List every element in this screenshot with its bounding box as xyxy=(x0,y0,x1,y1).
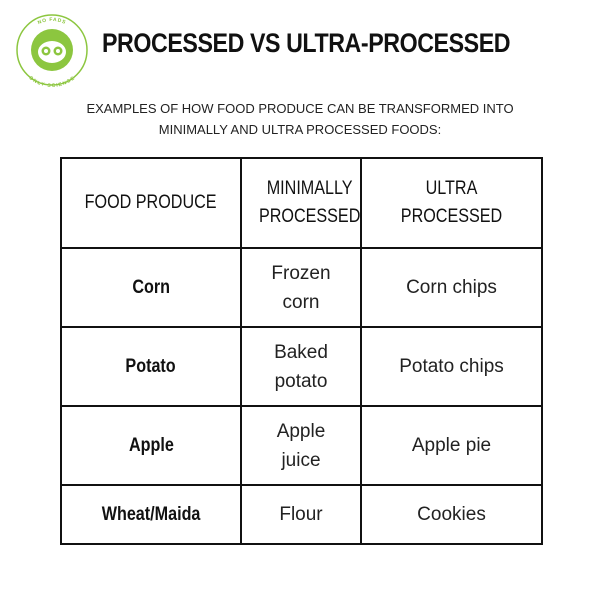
cell-text: Apple xyxy=(128,435,174,456)
example-cell: Cookies xyxy=(360,484,543,545)
logo: NO FADS ONLY SCIENCE xyxy=(16,14,88,88)
cell-text: Cookies xyxy=(417,504,486,525)
subtitle-line: EXAMPLES OF HOW FOOD PRODUCE CAN BE TRAN… xyxy=(86,101,514,116)
example-cell: Baked potato xyxy=(240,326,362,407)
column-header-text: FOOD PRODUCE xyxy=(85,192,217,213)
food-cell: Apple xyxy=(60,405,242,486)
logo-text: NO FADS xyxy=(37,17,67,26)
logo-face xyxy=(38,41,66,63)
title: PROCESSED VS ULTRA-PROCESSED xyxy=(102,28,511,58)
example-cell: Flour xyxy=(240,484,362,545)
comparison-table: FOOD PRODUCE MINIMALLY PROCESSED ULTRA P… xyxy=(60,157,543,545)
logo-text: ONLY SCIENCE xyxy=(27,75,76,88)
example-cell: Corn chips xyxy=(360,247,543,328)
example-cell: Apple pie xyxy=(360,405,543,486)
food-cell: Wheat/Maida xyxy=(60,484,242,545)
cell-text: Potato chips xyxy=(399,356,504,377)
subtitle-line: MINIMALLY AND ULTRA PROCESSED FOODS: xyxy=(158,122,442,137)
column-header: MINIMALLY PROCESSED xyxy=(240,157,362,249)
column-header-text: MINIMALLY PROCESSED xyxy=(258,178,361,227)
cell-text: Apple pie xyxy=(411,435,492,456)
column-header: FOOD PRODUCE xyxy=(60,157,242,249)
logo-pupil xyxy=(44,49,48,53)
cell-text: Baked potato xyxy=(274,341,328,392)
table-row: Corn Frozen corn Corn chips xyxy=(60,247,543,328)
cell-text: Flour xyxy=(279,504,323,525)
logo-pupil xyxy=(56,49,60,53)
cell-text: Frozen corn xyxy=(271,262,331,313)
food-cell: Corn xyxy=(60,247,242,328)
column-header-text: ULTRA PROCESSED xyxy=(400,178,503,227)
cell-text: Potato xyxy=(125,356,177,377)
logo-ring xyxy=(16,14,88,86)
column-header: ULTRA PROCESSED xyxy=(360,157,543,249)
cell-text: Corn chips xyxy=(406,277,497,298)
table-row: Wheat/Maida Flour Cookies xyxy=(60,484,543,545)
cell-text: Corn xyxy=(132,277,170,298)
cell-text: Apple juice xyxy=(276,420,326,471)
subtitle: EXAMPLES OF HOW FOOD PRODUCE CAN BE TRAN… xyxy=(0,98,600,140)
cell-text: Wheat/Maida xyxy=(101,504,201,525)
header-row: FOOD PRODUCE MINIMALLY PROCESSED ULTRA P… xyxy=(60,157,543,249)
logo-bottom-text: ONLY SCIENCE xyxy=(27,75,75,88)
example-cell: Potato chips xyxy=(360,326,543,407)
food-cell: Potato xyxy=(60,326,242,407)
example-cell: Frozen corn xyxy=(240,247,362,328)
table-row: Apple Apple juice Apple pie xyxy=(60,405,543,486)
example-cell: Apple juice xyxy=(240,405,362,486)
table-row: Potato Baked potato Potato chips xyxy=(60,326,543,407)
logo-top-text: NO FADS xyxy=(37,17,66,26)
